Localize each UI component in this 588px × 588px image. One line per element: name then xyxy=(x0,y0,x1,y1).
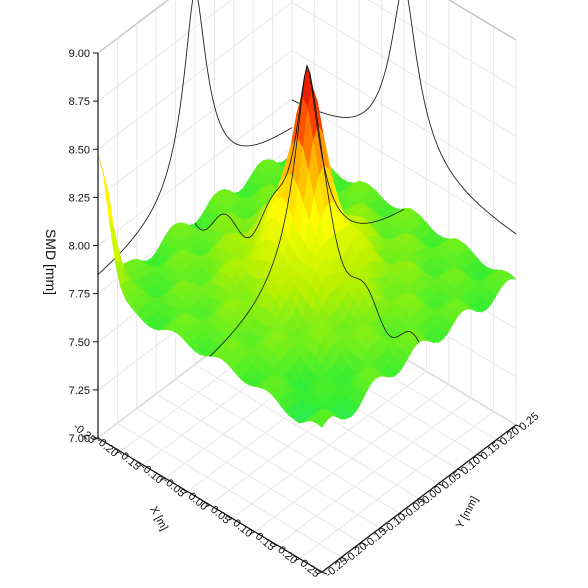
z-axis-label: SMD [mm] xyxy=(43,229,59,295)
y-tick-mark xyxy=(418,498,425,501)
x-gridline-floor xyxy=(254,384,450,533)
y-tick-mark xyxy=(360,542,366,546)
mesh-line-y xyxy=(209,64,405,357)
z-tick-label: 7.50 xyxy=(69,337,90,349)
x-tick-mark xyxy=(137,464,143,468)
z-tick-label: 9.00 xyxy=(69,48,90,60)
y-gridline-floor xyxy=(194,364,420,499)
x-tick-mark xyxy=(227,517,233,521)
z-tick-label: 7.75 xyxy=(69,289,90,301)
y-tick-label: 0.25 xyxy=(517,410,541,433)
z-tick-label: 8.25 xyxy=(69,192,90,204)
x-gridline-floor xyxy=(299,411,494,559)
x-tick-mark xyxy=(316,571,323,575)
x-gridline-floor xyxy=(232,371,427,519)
x-gridline-floor xyxy=(276,397,472,546)
y-axis-label: Y [mm] xyxy=(454,494,481,530)
y-tick-mark xyxy=(457,468,463,472)
surface-cell xyxy=(316,413,328,428)
z-tick-label: 7.00 xyxy=(69,433,90,445)
z-tick-labels: 7.00 7.25 7.50 7.75 8.00 8.25 8.50 8.75 9.00 xyxy=(69,48,98,445)
y-tick-mark xyxy=(477,453,483,457)
z-tick-label: 8.75 xyxy=(69,96,90,108)
z-tick-label: 7.25 xyxy=(69,385,90,397)
x-axis-label: X [m] xyxy=(147,504,170,532)
surface-mesh xyxy=(97,64,517,428)
y-tick-mark xyxy=(341,556,347,560)
x-tick-mark xyxy=(272,544,278,548)
x-tick-mark xyxy=(92,437,99,441)
x-tick-mark xyxy=(160,477,166,481)
projection-profiles xyxy=(97,0,517,275)
y-tick-mark xyxy=(496,439,502,443)
z-gridline xyxy=(97,0,517,54)
x-tick-mark xyxy=(249,531,255,535)
x-tick-mark xyxy=(204,504,211,508)
x-tick-mark xyxy=(182,491,188,495)
x-tick-mark xyxy=(294,558,300,562)
y-tick-mark xyxy=(438,483,444,487)
z-gridline xyxy=(97,0,517,102)
profile-line-left xyxy=(97,0,293,275)
z-tick-label: 8.00 xyxy=(69,241,90,253)
x-tick-mark xyxy=(115,450,121,454)
profile-line-right xyxy=(291,0,517,235)
y-tick-mark xyxy=(515,424,522,428)
y-tick-mark xyxy=(380,527,386,531)
y-tick-mark xyxy=(399,512,405,516)
z-tick-label: 8.50 xyxy=(69,144,90,156)
y-tick-mark xyxy=(321,571,328,575)
